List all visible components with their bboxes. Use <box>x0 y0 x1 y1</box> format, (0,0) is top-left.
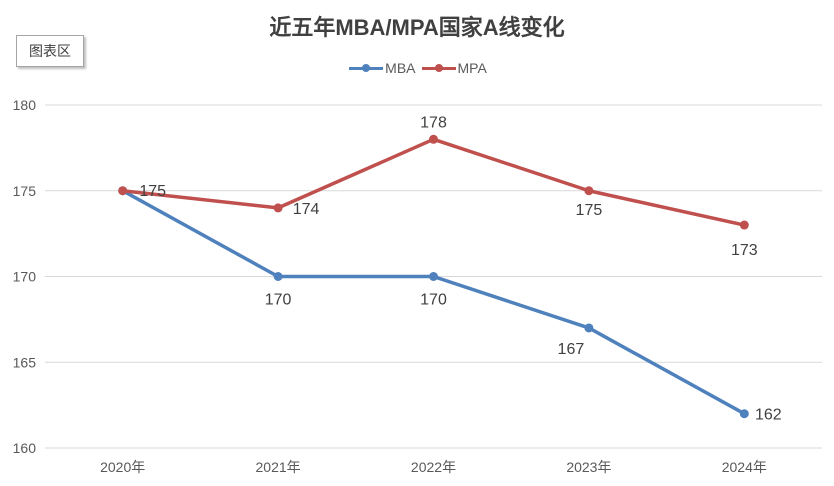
legend[interactable]: MBA MPA <box>0 60 834 76</box>
data-label-mba: 167 <box>558 341 585 358</box>
x-tick-label: 2024年 <box>722 459 767 475</box>
legend-label-mba: MBA <box>385 60 416 76</box>
data-label-mpa: 175 <box>139 183 166 200</box>
data-point-mba[interactable] <box>584 323 594 333</box>
data-point-mpa[interactable] <box>584 186 594 196</box>
legend-item-mpa[interactable]: MPA <box>420 60 487 76</box>
chart-area-tooltip: 图表区 <box>16 35 84 67</box>
chart-title: 近五年MBA/MPA国家A线变化 <box>269 15 565 40</box>
x-tick-label: 2022年 <box>411 459 456 475</box>
x-tick-label: 2023年 <box>566 459 611 475</box>
data-point-mba[interactable] <box>429 272 438 281</box>
legend-item-mba[interactable]: MBA <box>347 60 416 76</box>
data-point-mba[interactable] <box>739 409 749 419</box>
data-label-mpa: 174 <box>293 201 320 218</box>
data-label-mba: 162 <box>755 407 782 424</box>
y-tick-label: 175 <box>13 183 37 199</box>
data-point-mpa[interactable] <box>739 220 749 230</box>
x-tick-label: 2021年 <box>256 459 301 475</box>
series-line-mpa[interactable] <box>122 137 745 227</box>
data-point-mpa[interactable] <box>429 134 438 144</box>
data-label-mpa: 173 <box>731 242 758 259</box>
y-tick-label: 160 <box>13 440 37 456</box>
data-point-mpa[interactable] <box>273 203 283 213</box>
data-point-mba[interactable] <box>273 272 283 281</box>
legend-swatch-mba <box>347 63 385 73</box>
x-tick-label: 2020年 <box>100 459 145 475</box>
data-label-mba: 170 <box>265 292 292 309</box>
y-tick-label: 170 <box>13 269 37 285</box>
data-point-mpa[interactable] <box>118 186 128 196</box>
legend-swatch-mpa <box>420 63 458 73</box>
data-label-mpa: 175 <box>576 202 603 219</box>
data-label-mpa: 178 <box>420 114 447 131</box>
y-tick-label: 180 <box>13 97 37 113</box>
data-label-mba: 170 <box>420 292 447 309</box>
y-tick-label: 165 <box>13 354 37 370</box>
legend-label-mpa: MPA <box>457 60 487 76</box>
